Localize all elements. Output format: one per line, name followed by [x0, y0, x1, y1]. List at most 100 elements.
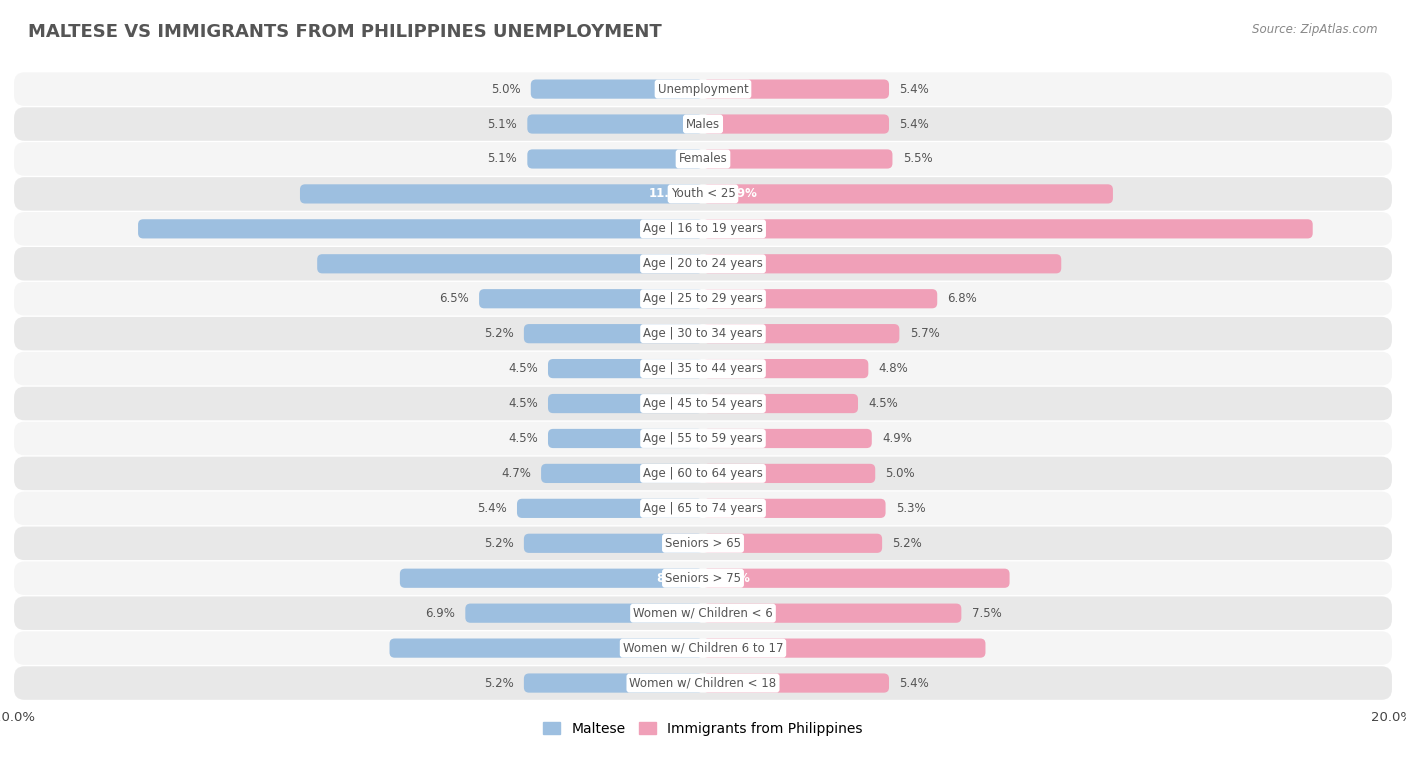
FancyBboxPatch shape [479, 289, 703, 308]
Text: 5.4%: 5.4% [900, 83, 929, 95]
Text: 5.0%: 5.0% [491, 83, 520, 95]
Text: 5.5%: 5.5% [903, 152, 932, 166]
Text: 8.9%: 8.9% [717, 572, 749, 584]
Text: Age | 20 to 24 years: Age | 20 to 24 years [643, 257, 763, 270]
FancyBboxPatch shape [14, 422, 1392, 455]
Text: Age | 45 to 54 years: Age | 45 to 54 years [643, 397, 763, 410]
Text: Females: Females [679, 152, 727, 166]
Text: 5.1%: 5.1% [488, 117, 517, 130]
FancyBboxPatch shape [14, 631, 1392, 665]
Text: Seniors > 65: Seniors > 65 [665, 537, 741, 550]
FancyBboxPatch shape [14, 352, 1392, 385]
Text: 17.7%: 17.7% [717, 223, 758, 235]
FancyBboxPatch shape [703, 464, 875, 483]
Text: 5.4%: 5.4% [900, 677, 929, 690]
Text: 5.3%: 5.3% [896, 502, 925, 515]
Text: Age | 25 to 29 years: Age | 25 to 29 years [643, 292, 763, 305]
FancyBboxPatch shape [703, 394, 858, 413]
FancyBboxPatch shape [14, 387, 1392, 420]
Text: 6.8%: 6.8% [948, 292, 977, 305]
Text: 7.5%: 7.5% [972, 606, 1001, 620]
Text: Unemployment: Unemployment [658, 83, 748, 95]
FancyBboxPatch shape [703, 324, 900, 343]
FancyBboxPatch shape [703, 114, 889, 134]
Text: Age | 55 to 59 years: Age | 55 to 59 years [643, 432, 763, 445]
FancyBboxPatch shape [14, 527, 1392, 560]
FancyBboxPatch shape [703, 638, 986, 658]
FancyBboxPatch shape [703, 359, 869, 378]
FancyBboxPatch shape [524, 674, 703, 693]
FancyBboxPatch shape [14, 317, 1392, 350]
FancyBboxPatch shape [548, 429, 703, 448]
Text: Seniors > 75: Seniors > 75 [665, 572, 741, 584]
FancyBboxPatch shape [703, 569, 1010, 588]
FancyBboxPatch shape [14, 212, 1392, 245]
FancyBboxPatch shape [703, 79, 889, 98]
FancyBboxPatch shape [14, 666, 1392, 699]
FancyBboxPatch shape [14, 247, 1392, 281]
FancyBboxPatch shape [299, 184, 703, 204]
FancyBboxPatch shape [318, 254, 703, 273]
FancyBboxPatch shape [399, 569, 703, 588]
FancyBboxPatch shape [703, 534, 882, 553]
FancyBboxPatch shape [14, 282, 1392, 316]
FancyBboxPatch shape [14, 491, 1392, 525]
FancyBboxPatch shape [531, 79, 703, 98]
Text: 5.0%: 5.0% [886, 467, 915, 480]
FancyBboxPatch shape [14, 562, 1392, 595]
FancyBboxPatch shape [14, 177, 1392, 210]
Text: Males: Males [686, 117, 720, 130]
Text: 4.7%: 4.7% [501, 467, 531, 480]
FancyBboxPatch shape [14, 597, 1392, 630]
Text: Youth < 25: Youth < 25 [671, 188, 735, 201]
FancyBboxPatch shape [703, 499, 886, 518]
Text: 5.2%: 5.2% [893, 537, 922, 550]
FancyBboxPatch shape [527, 149, 703, 169]
FancyBboxPatch shape [465, 603, 703, 623]
FancyBboxPatch shape [703, 603, 962, 623]
FancyBboxPatch shape [703, 149, 893, 169]
Text: 10.4%: 10.4% [717, 257, 758, 270]
Legend: Maltese, Immigrants from Philippines: Maltese, Immigrants from Philippines [538, 716, 868, 742]
FancyBboxPatch shape [703, 674, 889, 693]
FancyBboxPatch shape [14, 142, 1392, 176]
FancyBboxPatch shape [703, 429, 872, 448]
FancyBboxPatch shape [703, 184, 1114, 204]
Text: Age | 35 to 44 years: Age | 35 to 44 years [643, 362, 763, 375]
Text: 5.2%: 5.2% [484, 677, 513, 690]
Text: 5.7%: 5.7% [910, 327, 939, 340]
Text: MALTESE VS IMMIGRANTS FROM PHILIPPINES UNEMPLOYMENT: MALTESE VS IMMIGRANTS FROM PHILIPPINES U… [28, 23, 662, 41]
FancyBboxPatch shape [14, 107, 1392, 141]
FancyBboxPatch shape [138, 220, 703, 238]
Text: Age | 16 to 19 years: Age | 16 to 19 years [643, 223, 763, 235]
Text: Women w/ Children < 6: Women w/ Children < 6 [633, 606, 773, 620]
Text: Age | 60 to 64 years: Age | 60 to 64 years [643, 467, 763, 480]
Text: Age | 30 to 34 years: Age | 30 to 34 years [643, 327, 763, 340]
Text: 4.5%: 4.5% [508, 397, 537, 410]
Text: 4.5%: 4.5% [869, 397, 898, 410]
Text: 4.8%: 4.8% [879, 362, 908, 375]
FancyBboxPatch shape [517, 499, 703, 518]
Text: 4.9%: 4.9% [882, 432, 912, 445]
Text: 5.4%: 5.4% [477, 502, 506, 515]
Text: 8.2%: 8.2% [717, 642, 749, 655]
Text: 6.5%: 6.5% [439, 292, 468, 305]
Text: 9.1%: 9.1% [657, 642, 689, 655]
FancyBboxPatch shape [389, 638, 703, 658]
FancyBboxPatch shape [14, 73, 1392, 106]
Text: Age | 65 to 74 years: Age | 65 to 74 years [643, 502, 763, 515]
FancyBboxPatch shape [527, 114, 703, 134]
FancyBboxPatch shape [524, 534, 703, 553]
Text: 6.9%: 6.9% [425, 606, 456, 620]
Text: Women w/ Children 6 to 17: Women w/ Children 6 to 17 [623, 642, 783, 655]
Text: 11.7%: 11.7% [648, 188, 689, 201]
FancyBboxPatch shape [524, 324, 703, 343]
Text: 16.4%: 16.4% [648, 223, 689, 235]
FancyBboxPatch shape [703, 220, 1313, 238]
FancyBboxPatch shape [548, 359, 703, 378]
Text: 11.9%: 11.9% [717, 188, 758, 201]
Text: 5.1%: 5.1% [488, 152, 517, 166]
Text: 5.2%: 5.2% [484, 327, 513, 340]
Text: 5.2%: 5.2% [484, 537, 513, 550]
FancyBboxPatch shape [541, 464, 703, 483]
